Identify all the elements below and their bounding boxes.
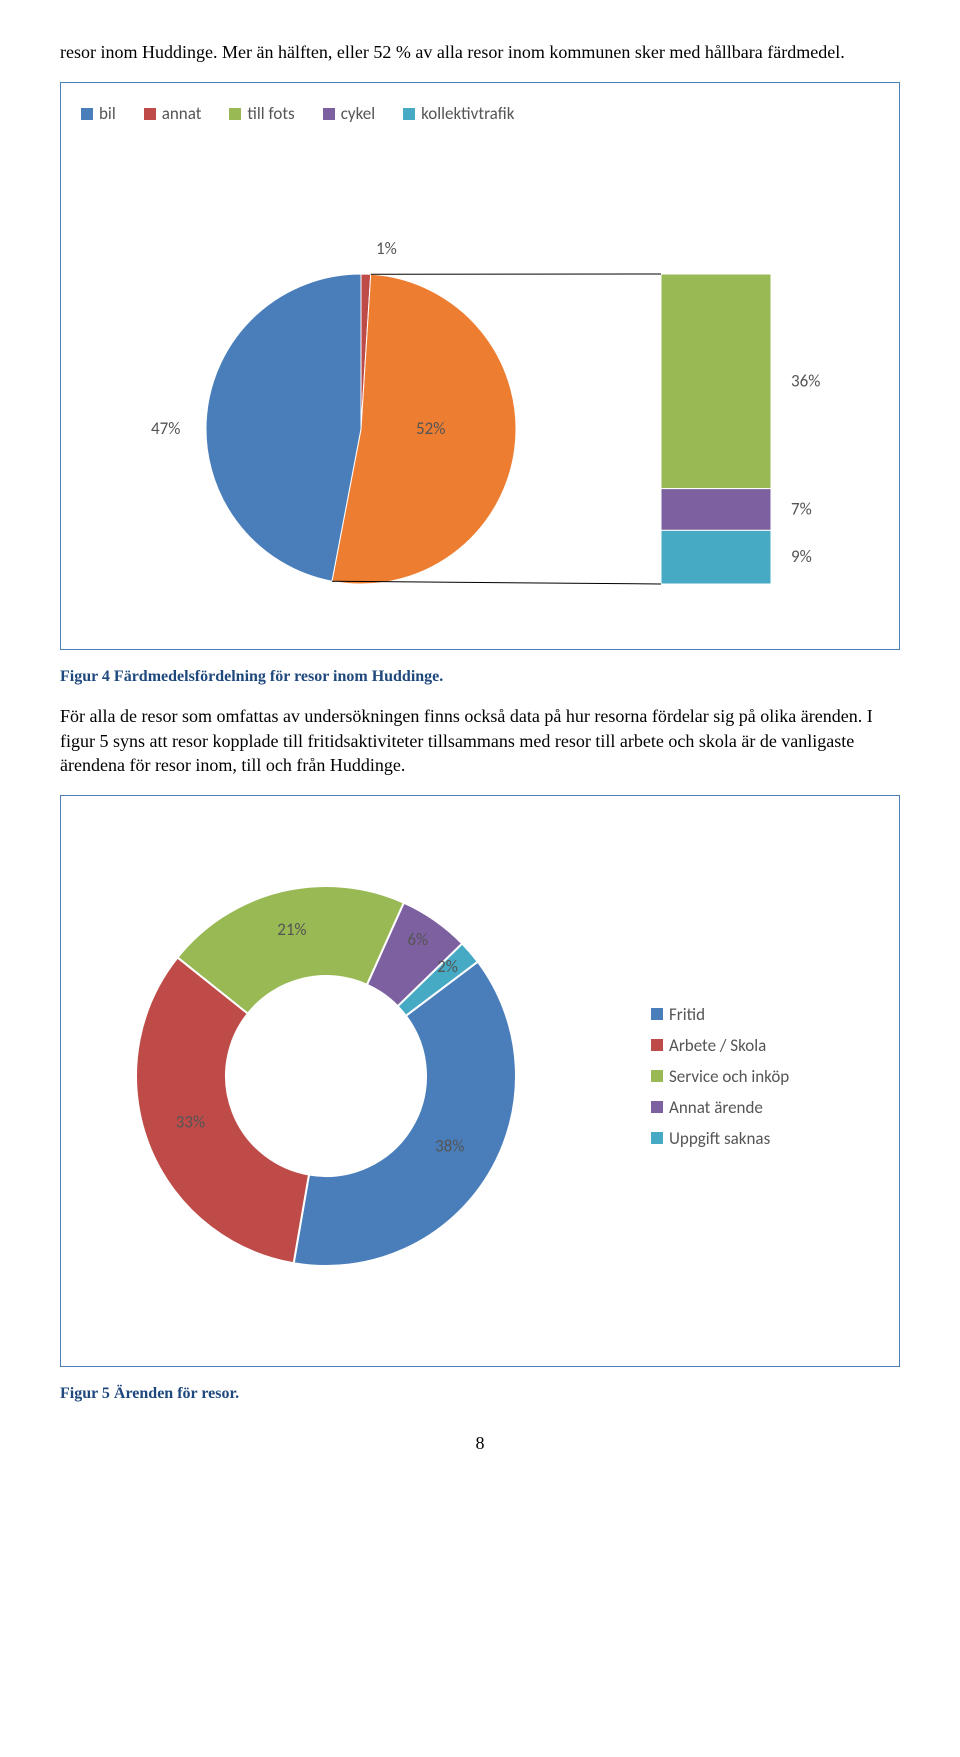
legend-swatch — [144, 108, 156, 120]
legend-item: Uppgift saknas — [651, 1128, 789, 1149]
legend-item: annat — [144, 103, 202, 124]
legend-swatch — [323, 108, 335, 120]
svg-text:1%: 1% — [376, 238, 397, 259]
legend-label: bil — [99, 103, 116, 124]
legend-label: Arbete / Skola — [669, 1035, 766, 1056]
caption-2: Figur 5 Ärenden för resor. — [60, 1385, 900, 1403]
chart-2-svg: 38% 33% 21% 6% 2% — [81, 816, 621, 1336]
chart-2-legend: Fritid Arbete / Skola Service och inköp Ann… — [651, 1004, 789, 1149]
legend-item: Fritid — [651, 1004, 789, 1025]
svg-text:33%: 33% — [176, 1112, 205, 1133]
legend-item: kollektivtrafik — [403, 103, 514, 124]
svg-text:52%: 52% — [416, 418, 445, 439]
svg-text:38%: 38% — [435, 1136, 464, 1157]
legend-item: Annat ärende — [651, 1097, 789, 1118]
legend-swatch — [403, 108, 415, 120]
svg-text:47%: 47% — [151, 418, 180, 439]
legend-label: Annat ärende — [669, 1097, 763, 1118]
svg-text:6%: 6% — [407, 929, 428, 950]
paragraph-1: resor inom Huddinge. Mer än hälften, ell… — [60, 40, 900, 64]
chart-2-box: 38% 33% 21% 6% 2% Fritid Arbete / Skola Servic… — [60, 795, 900, 1367]
legend-item: bil — [81, 103, 116, 124]
legend-label: cykel — [341, 103, 375, 124]
legend-swatch — [651, 1132, 663, 1144]
chart-1-legend: bil annat till fots cykel kollektivtrafik — [81, 103, 879, 124]
legend-swatch — [651, 1008, 663, 1020]
svg-text:21%: 21% — [277, 919, 306, 940]
chart-1-box: bil annat till fots cykel kollektivtrafik 47… — [60, 82, 900, 650]
svg-text:7%: 7% — [791, 499, 812, 520]
legend-item: cykel — [323, 103, 375, 124]
legend-label: Uppgift saknas — [669, 1128, 770, 1149]
page-number: 8 — [60, 1433, 900, 1454]
legend-label: Fritid — [669, 1004, 705, 1025]
svg-text:9%: 9% — [791, 546, 812, 567]
legend-swatch — [229, 108, 241, 120]
legend-swatch — [81, 108, 93, 120]
legend-item: Arbete / Skola — [651, 1035, 789, 1056]
chart-1-svg: 47% 1% 52% 36% 7% 9% — [81, 154, 861, 614]
legend-item: Service och inköp — [651, 1066, 789, 1087]
legend-swatch — [651, 1070, 663, 1082]
legend-label: till fots — [247, 103, 294, 124]
svg-text:2%: 2% — [437, 956, 458, 977]
caption-1: Figur 4 Färdmedelsfördelning för resor i… — [60, 668, 900, 686]
svg-text:36%: 36% — [791, 371, 820, 392]
legend-item: till fots — [229, 103, 294, 124]
legend-label: kollektivtrafik — [421, 103, 514, 124]
legend-swatch — [651, 1101, 663, 1113]
legend-label: annat — [162, 103, 202, 124]
legend-swatch — [651, 1039, 663, 1051]
paragraph-2: För alla de resor som omfattas av unders… — [60, 704, 900, 777]
legend-label: Service och inköp — [669, 1066, 789, 1087]
